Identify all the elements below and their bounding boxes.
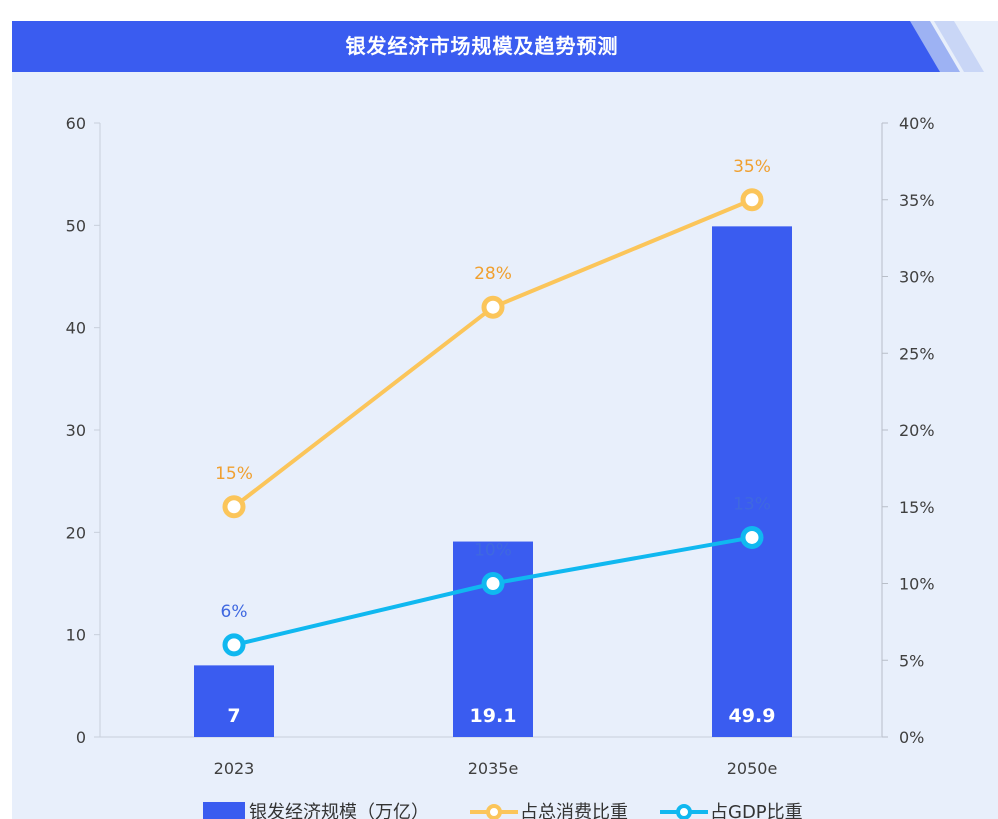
right-tick-label: 20% (899, 421, 935, 440)
consumption-share-line (232, 197, 753, 509)
right-tick-label: 5% (899, 651, 924, 670)
legend-bar-swatch (203, 802, 245, 819)
legend-bar-label: 银发经济规模（万亿） (249, 802, 429, 819)
right-tick-label: 40% (899, 114, 935, 133)
consumption-share-value-label: 15% (215, 464, 253, 484)
gdp-share-point (222, 633, 246, 657)
x-tick-label: 2050e (727, 759, 778, 778)
left-tick-label: 60 (66, 114, 86, 133)
title-banner (12, 21, 984, 72)
left-tick-label: 40 (66, 319, 86, 338)
x-tick-label: 2035e (468, 759, 519, 778)
chart-title: 银发经济市场规模及趋势预测 (345, 34, 619, 58)
consumption-share-value-label: 28% (474, 264, 512, 284)
left-tick-label: 20 (66, 523, 86, 542)
consumption-share-point (740, 188, 764, 212)
gdp-share-point (481, 572, 505, 595)
gdp-share-point (740, 525, 764, 549)
bar (194, 665, 274, 737)
gdp-share-value-label: 13% (733, 494, 771, 514)
gdp-share-value-label: 10% (474, 541, 512, 561)
gdp-share-value-label: 6% (221, 602, 248, 622)
consumption-share-value-label: 35% (733, 157, 771, 177)
legend-gdp-label: 占GDP比重 (710, 802, 803, 819)
legend-gdp-marker (676, 804, 692, 819)
left-tick-label: 30 (66, 421, 86, 440)
right-tick-label: 30% (899, 268, 935, 287)
right-tick-label: 35% (899, 191, 935, 210)
left-tick-label: 10 (66, 626, 86, 645)
right-tick-label: 15% (899, 498, 935, 517)
right-tick-label: 25% (899, 344, 935, 363)
legend-consumption-marker (486, 804, 502, 819)
x-tick-label: 2023 (214, 759, 255, 778)
bar-value-label: 19.1 (470, 705, 517, 727)
bar-value-label: 7 (227, 705, 240, 727)
consumption-share-point (222, 495, 246, 519)
consumption-share-point (481, 295, 505, 319)
bar-value-label: 49.9 (729, 705, 776, 727)
bar (712, 226, 792, 737)
right-tick-label: 0% (899, 728, 924, 747)
left-tick-label: 50 (66, 216, 86, 235)
right-tick-label: 10% (899, 575, 935, 594)
legend-consumption-label: 占总消费比重 (520, 802, 628, 819)
left-tick-label: 0 (76, 728, 86, 747)
